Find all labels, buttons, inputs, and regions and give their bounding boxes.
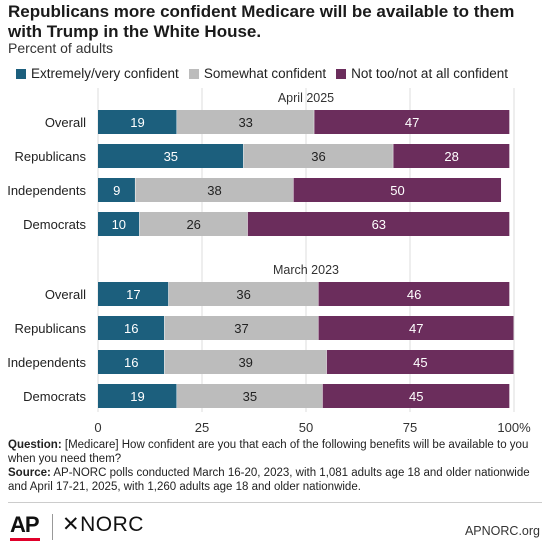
ap-logo: AP xyxy=(10,512,40,537)
question-note: Question: [Medicare] How confident are y… xyxy=(8,438,544,466)
data-label: 16 xyxy=(124,321,138,336)
data-label: 9 xyxy=(113,183,120,198)
bar-segment xyxy=(98,384,177,408)
bar-segment xyxy=(393,144,510,168)
bar-segment xyxy=(293,178,502,202)
x-tick-label: 100% xyxy=(497,420,531,435)
data-label: 45 xyxy=(409,389,423,404)
chart-notes: Question: [Medicare] How confident are y… xyxy=(8,438,544,494)
source-text: AP-NORC polls conducted March 16-20, 202… xyxy=(8,467,530,493)
bar-segment xyxy=(177,110,314,134)
data-label: 35 xyxy=(164,149,178,164)
source-label: Source: xyxy=(8,467,51,479)
bar-segment xyxy=(98,316,165,340)
bar-segment xyxy=(177,384,323,408)
logo-divider xyxy=(52,514,53,540)
data-label: 36 xyxy=(236,287,250,302)
legend-label: Extremely/very confident xyxy=(31,66,179,81)
legend-swatch xyxy=(336,68,347,79)
legend-label: Somewhat confident xyxy=(203,66,327,81)
data-label: 45 xyxy=(413,355,427,370)
data-label: 28 xyxy=(444,149,458,164)
data-label: 38 xyxy=(207,183,221,198)
bar-segment xyxy=(326,350,514,374)
x-tick-label: 25 xyxy=(195,420,209,435)
legend-item-very-confident: Extremely/very confident xyxy=(16,66,179,81)
data-label: 50 xyxy=(390,183,404,198)
category-label: Independents xyxy=(7,183,86,198)
bar-segment xyxy=(98,212,140,236)
data-label: 10 xyxy=(112,217,126,232)
bar-segment xyxy=(322,384,510,408)
credit-link[interactable]: APNORC.org xyxy=(464,524,540,538)
data-label: 19 xyxy=(130,115,144,130)
data-label: 36 xyxy=(311,149,325,164)
data-label: 47 xyxy=(405,115,419,130)
legend-swatch xyxy=(16,68,26,79)
bar-segment xyxy=(98,144,244,168)
category-label: Overall xyxy=(45,287,86,302)
legend-swatch xyxy=(188,68,199,79)
data-label: 16 xyxy=(124,355,138,370)
legend-item-not-confident: Not too/not at all confident xyxy=(336,66,508,81)
x-tick-label: 75 xyxy=(403,420,417,435)
footer-divider xyxy=(8,502,542,503)
data-label: 26 xyxy=(186,217,200,232)
data-label: 39 xyxy=(238,355,252,370)
data-label: 17 xyxy=(126,287,140,302)
ap-logo-underline xyxy=(10,538,40,541)
bar-segment xyxy=(314,110,510,134)
panel-label: March 2023 xyxy=(273,263,339,277)
category-label: Republicans xyxy=(14,321,86,336)
bar-segment xyxy=(135,178,294,202)
bar-segment xyxy=(98,282,169,306)
data-label: 63 xyxy=(372,217,386,232)
bar-segment xyxy=(164,350,327,374)
chart-subtitle: Percent of adults xyxy=(8,40,114,56)
data-label: 35 xyxy=(243,389,257,404)
norc-logo: ✕NORC xyxy=(62,513,144,536)
x-tick-label: 50 xyxy=(299,420,313,435)
category-label: Democrats xyxy=(23,389,86,404)
bar-segment xyxy=(98,350,165,374)
x-tick-label: 0 xyxy=(94,420,101,435)
category-label: Republicans xyxy=(14,149,86,164)
question-text: [Medicare] How confident are you that ea… xyxy=(8,439,529,465)
data-label: 19 xyxy=(130,389,144,404)
bar-segment xyxy=(243,144,393,168)
source-note: Source: AP-NORC polls conducted March 16… xyxy=(8,466,544,494)
legend-item-somewhat-confident: Somewhat confident xyxy=(188,66,327,81)
category-label: Independents xyxy=(7,355,86,370)
data-label: 33 xyxy=(238,115,252,130)
bar-segment xyxy=(164,316,318,340)
stacked-bar-chart: 0 25 50 75 100% April 2025 Overall 19 33 47 Republ… xyxy=(7,88,531,435)
panel-label: April 2025 xyxy=(278,91,334,105)
legend-label: Not too/not at all confident xyxy=(351,66,508,81)
bar-segment xyxy=(139,212,248,236)
bar-segment xyxy=(98,110,177,134)
chart-title: Republicans more confident Medicare will… xyxy=(8,2,515,41)
category-label: Overall xyxy=(45,115,86,130)
legend: Extremely/very confident Somewhat confid… xyxy=(16,66,546,81)
question-label: Question: xyxy=(8,439,62,451)
data-label: 46 xyxy=(407,287,421,302)
data-label: 37 xyxy=(234,321,248,336)
bar-segment xyxy=(168,282,318,306)
bar-segment xyxy=(318,282,510,306)
category-label: Democrats xyxy=(23,217,86,232)
bar-segment xyxy=(98,178,135,202)
bar-segment xyxy=(318,316,514,340)
data-label: 47 xyxy=(409,321,423,336)
bar-segment xyxy=(247,212,510,236)
